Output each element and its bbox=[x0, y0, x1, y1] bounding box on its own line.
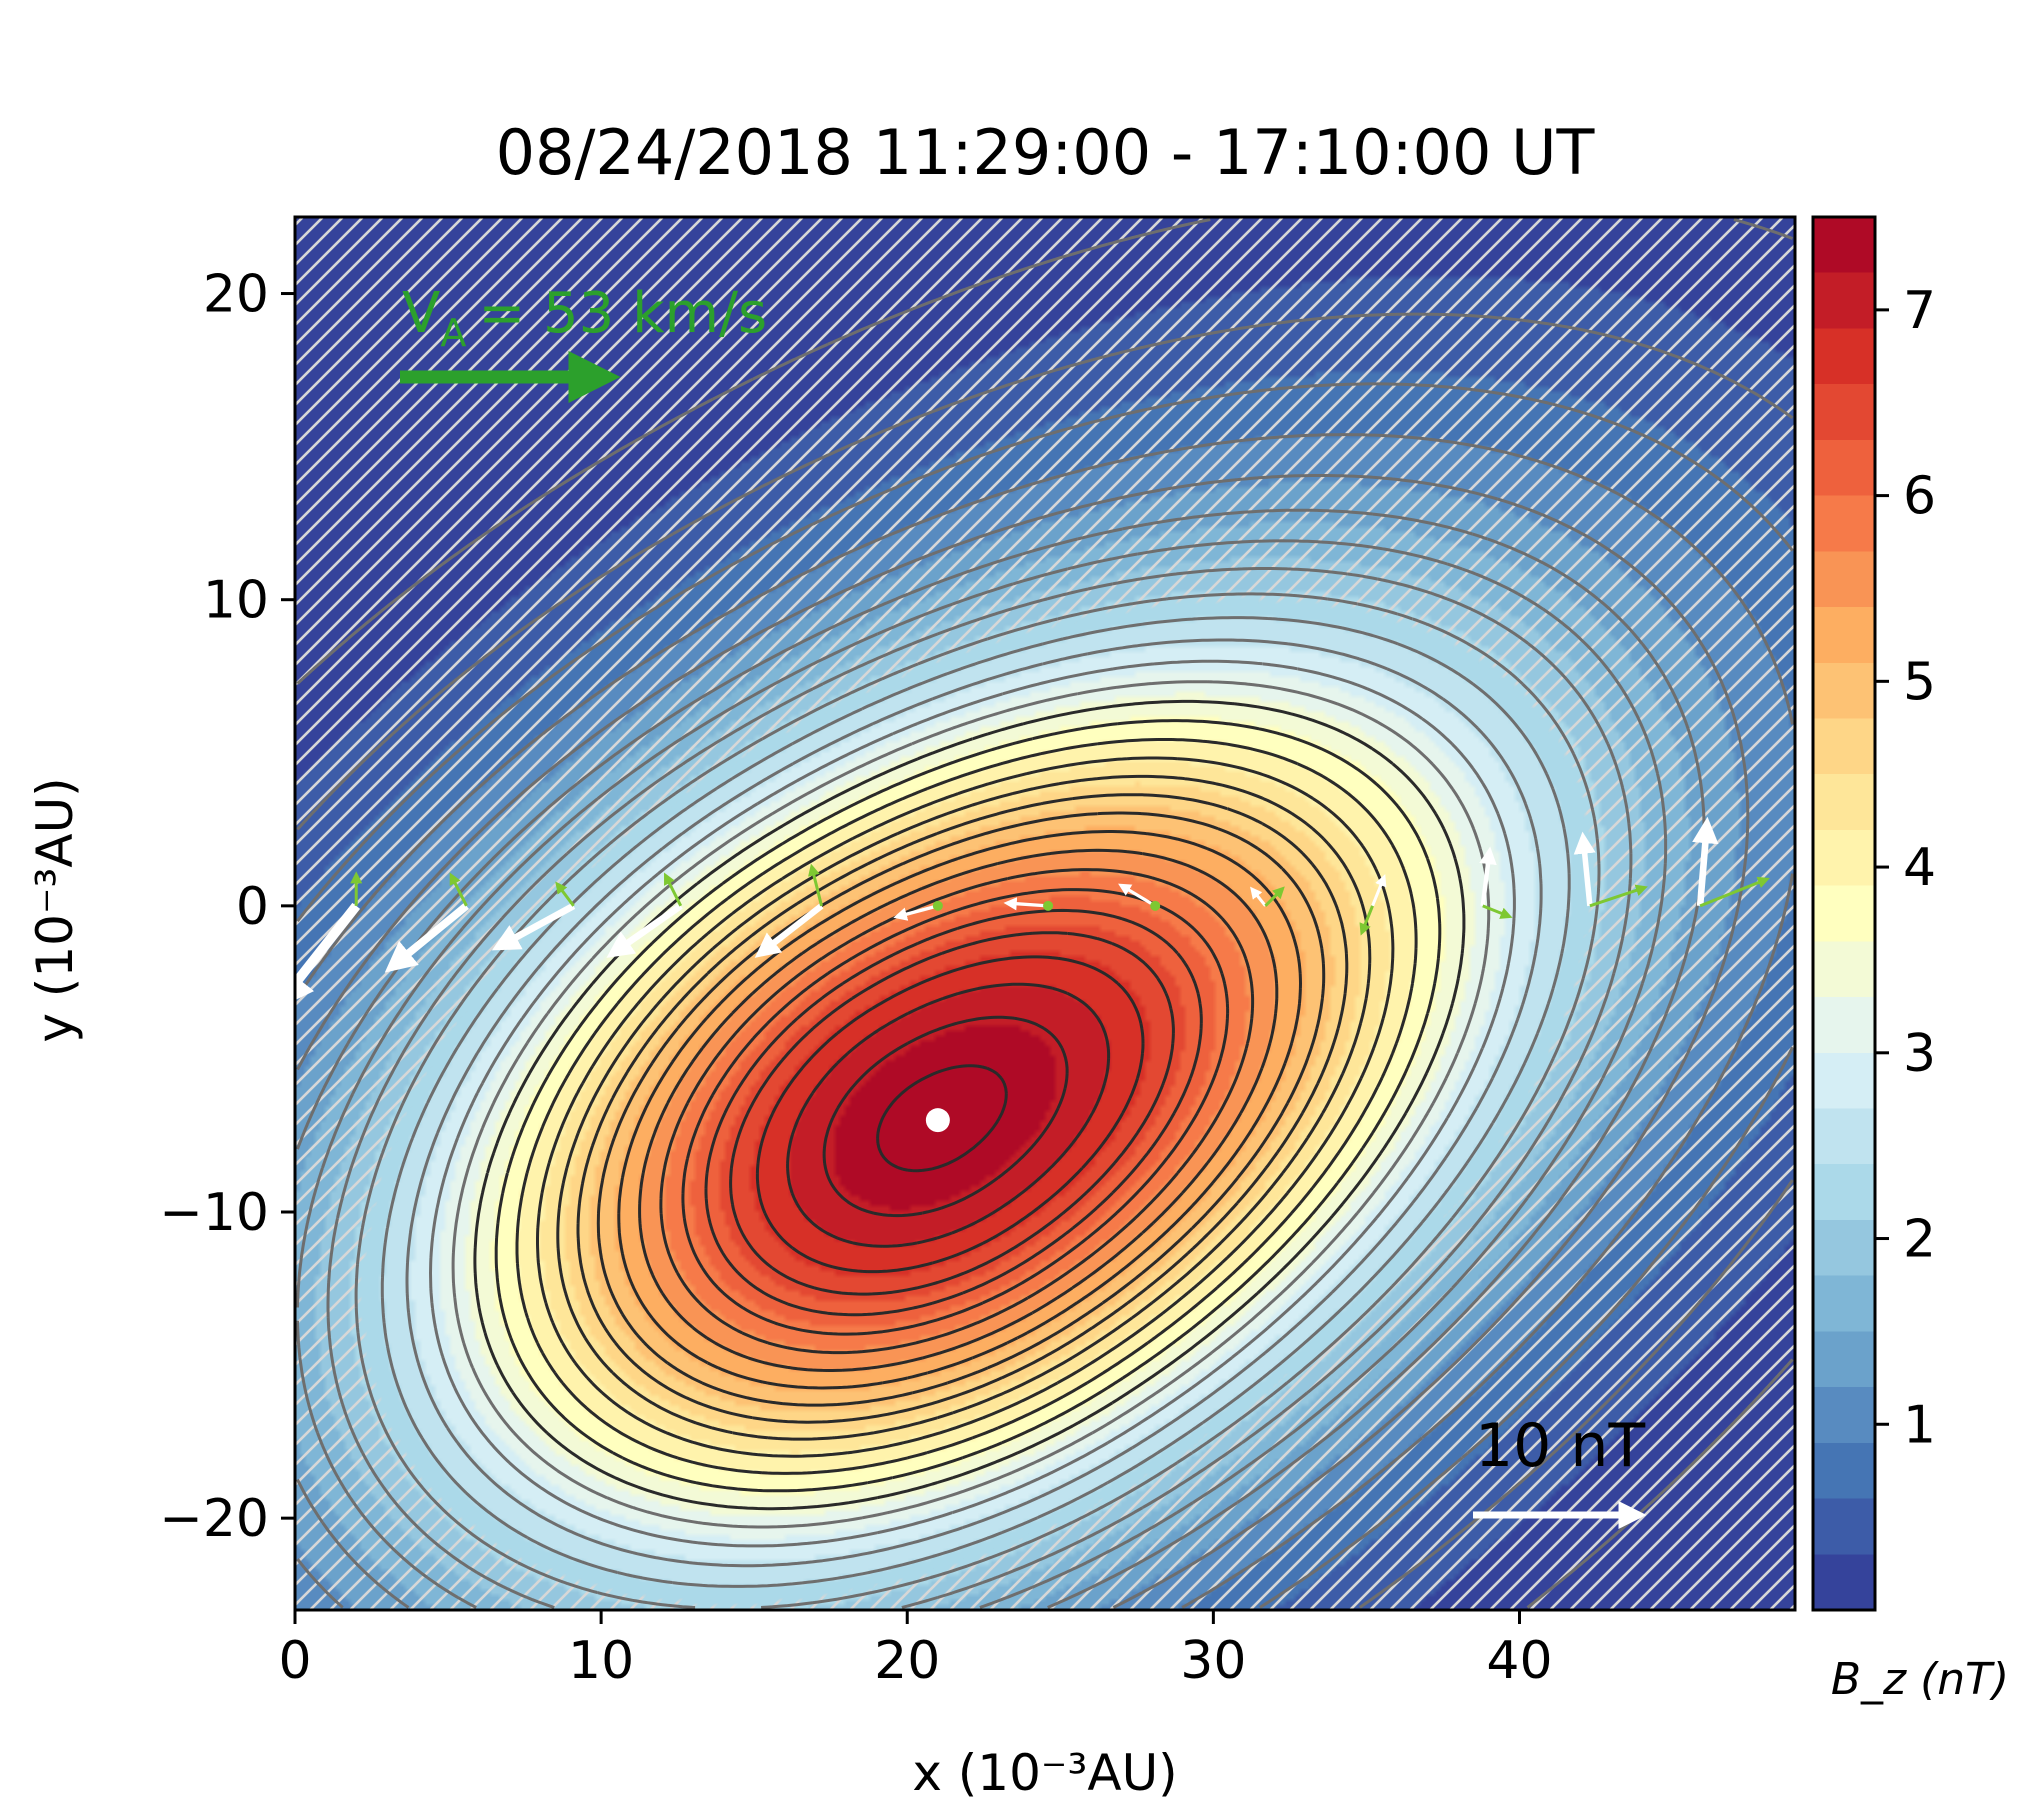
colorbar-gradient bbox=[1813, 217, 1875, 1610]
contour-line bbox=[536, 756, 1395, 1458]
field-vector-arrow bbox=[1371, 874, 1387, 907]
contour-line bbox=[681, 888, 1230, 1336]
y-tick-label: 10 bbox=[203, 571, 269, 631]
field-vector-arrow bbox=[1250, 886, 1267, 907]
track-sample-point bbox=[1150, 900, 1161, 911]
colorbar-tick-label: 2 bbox=[1903, 1210, 1936, 1270]
velocity-symbol: V bbox=[402, 281, 440, 346]
hatch-fill bbox=[295, 217, 1795, 1610]
contour-line bbox=[822, 1015, 1069, 1218]
velocity-vector-arrow bbox=[1359, 905, 1374, 936]
contour-line bbox=[617, 830, 1302, 1390]
x-axis: 0 10 20 30 40 bbox=[278, 1610, 1553, 1691]
velocity-vector-arrow bbox=[1589, 884, 1648, 908]
contour-line bbox=[515, 738, 1418, 1475]
field-vector-arrow bbox=[1573, 831, 1596, 907]
chart-title: 08/24/2018 11:29:00 - 17:10:00 UT bbox=[496, 116, 1596, 189]
y-tick-label: −10 bbox=[159, 1183, 269, 1243]
colorbar-tick-label: 4 bbox=[1903, 838, 1936, 898]
track-sample-point bbox=[932, 900, 943, 911]
flux-rope-center-marker bbox=[925, 1108, 950, 1133]
contour-line bbox=[786, 982, 1111, 1248]
field-vector-arrow bbox=[384, 902, 469, 973]
y-tick-label: 20 bbox=[203, 265, 269, 325]
contour-line bbox=[429, 659, 1516, 1548]
velocity-reference-arrow: VA = 53 km/s bbox=[400, 281, 767, 403]
x-tick-label: 20 bbox=[874, 1631, 940, 1691]
field-vector-arrow bbox=[606, 903, 683, 958]
velocity-vector-arrow bbox=[1699, 876, 1770, 908]
field-vector-arrow bbox=[491, 902, 576, 951]
contour-line bbox=[405, 638, 1543, 1568]
contour-line bbox=[451, 680, 1491, 1529]
colorbar-label: B_z (nT) bbox=[1831, 1654, 2009, 1705]
colorbar-frame bbox=[1811, 215, 1877, 1612]
field-vector-arrow bbox=[893, 904, 939, 921]
y-axis: −20 −10 0 10 20 bbox=[159, 265, 295, 1549]
x-tick-label: 10 bbox=[568, 1631, 634, 1691]
low-field-hatch bbox=[295, 217, 1795, 1610]
velocity-reference-label: VA = 53 km/s bbox=[402, 281, 767, 355]
contour-line bbox=[576, 793, 1349, 1424]
spacecraft-track bbox=[295, 816, 1770, 1010]
contour-line bbox=[659, 868, 1255, 1355]
field-vector-arrow bbox=[295, 902, 361, 1010]
field-reference-label: 10 nT bbox=[1475, 1411, 1645, 1481]
contour-line bbox=[638, 848, 1279, 1372]
velocity-vector-arrow bbox=[555, 881, 575, 907]
x-tick-label: 40 bbox=[1486, 1631, 1552, 1691]
contour-line bbox=[755, 955, 1145, 1274]
track-sample-point bbox=[1043, 900, 1054, 911]
y-axis-label: y (10⁻³AU) bbox=[26, 777, 84, 1042]
y-tick-label: −20 bbox=[159, 1489, 269, 1549]
contour-line bbox=[296, 312, 1794, 1609]
colorbar-tick-label: 5 bbox=[1903, 652, 1936, 712]
colorbar-ticks: 1 2 3 4 5 6 7 bbox=[1875, 281, 1936, 1455]
field-reference-arrow: 10 nT bbox=[1473, 1411, 1647, 1529]
velocity-vector-arrow bbox=[1482, 904, 1513, 919]
velocity-vector-arrow bbox=[449, 872, 468, 907]
contour-line bbox=[296, 539, 1668, 1609]
field-vector-arrow bbox=[1479, 846, 1497, 907]
contour-line bbox=[494, 719, 1442, 1493]
field-vector-arrow bbox=[1692, 816, 1719, 907]
field-vector-arrow bbox=[1118, 883, 1157, 908]
field-vector-arrow bbox=[1003, 897, 1049, 911]
field-contours bbox=[296, 218, 1794, 1609]
velocity-subscript: A bbox=[440, 311, 466, 355]
colorbar-tick-label: 6 bbox=[1903, 467, 1936, 527]
plot-area bbox=[293, 215, 1797, 1612]
contour-line bbox=[704, 908, 1203, 1317]
velocity-vector-arrow bbox=[664, 872, 683, 907]
colorbar-tick-label: 1 bbox=[1903, 1395, 1936, 1455]
contour-line bbox=[596, 811, 1326, 1407]
contour-line bbox=[876, 1064, 1008, 1173]
colorbar: 1 2 3 4 5 6 7 B_z (nT) bbox=[1811, 215, 2009, 1705]
velocity-vector-arrow bbox=[808, 863, 823, 907]
x-tick-label: 30 bbox=[1180, 1631, 1246, 1691]
plot-frame bbox=[293, 215, 1797, 1612]
contour-line bbox=[296, 382, 1794, 1609]
contour-line bbox=[556, 774, 1372, 1441]
contour-line bbox=[326, 567, 1633, 1609]
contour-line bbox=[296, 433, 1794, 1609]
colorbar-tick-label: 7 bbox=[1903, 281, 1936, 341]
contour-line bbox=[473, 699, 1466, 1511]
contour-line bbox=[729, 931, 1175, 1296]
velocity-value: = 53 km/s bbox=[478, 281, 767, 346]
field-vector-arrow bbox=[754, 903, 824, 958]
contour-line bbox=[354, 592, 1601, 1609]
velocity-vector-arrow bbox=[1264, 886, 1285, 907]
contour-line bbox=[380, 616, 1571, 1588]
colorbar-tick-label: 3 bbox=[1903, 1024, 1936, 1084]
y-tick-label: 0 bbox=[236, 877, 269, 937]
x-axis-label: x (10⁻³AU) bbox=[912, 1744, 1177, 1800]
x-tick-label: 0 bbox=[278, 1631, 311, 1691]
